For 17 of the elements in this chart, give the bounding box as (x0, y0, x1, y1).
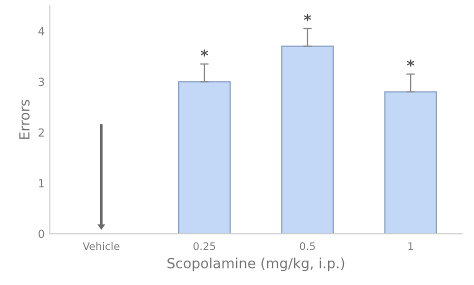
annotation: * (406, 60, 414, 67)
y-tick-label: 3 (38, 78, 44, 86)
bar (281, 46, 334, 234)
bar (384, 91, 437, 234)
y-axis-title: Errors (19, 100, 30, 139)
x-tick-label: Vehicle (82, 242, 120, 250)
y-tick-label: 4 (38, 27, 44, 36)
annotation: * (200, 49, 208, 57)
x-tick-label: 1 (408, 242, 413, 250)
x-tick-label: 0.5 (300, 242, 315, 250)
y-tick-label: 2 (38, 128, 44, 137)
bar (178, 81, 231, 234)
x-axis-title: Scopolamine (mg/kg, i.p.) (167, 258, 344, 272)
y-tick-label: 1 (39, 179, 44, 188)
x-tick-label: 0.25 (194, 242, 216, 250)
annotation: * (304, 14, 312, 22)
y-tick-label: 0 (38, 230, 44, 238)
